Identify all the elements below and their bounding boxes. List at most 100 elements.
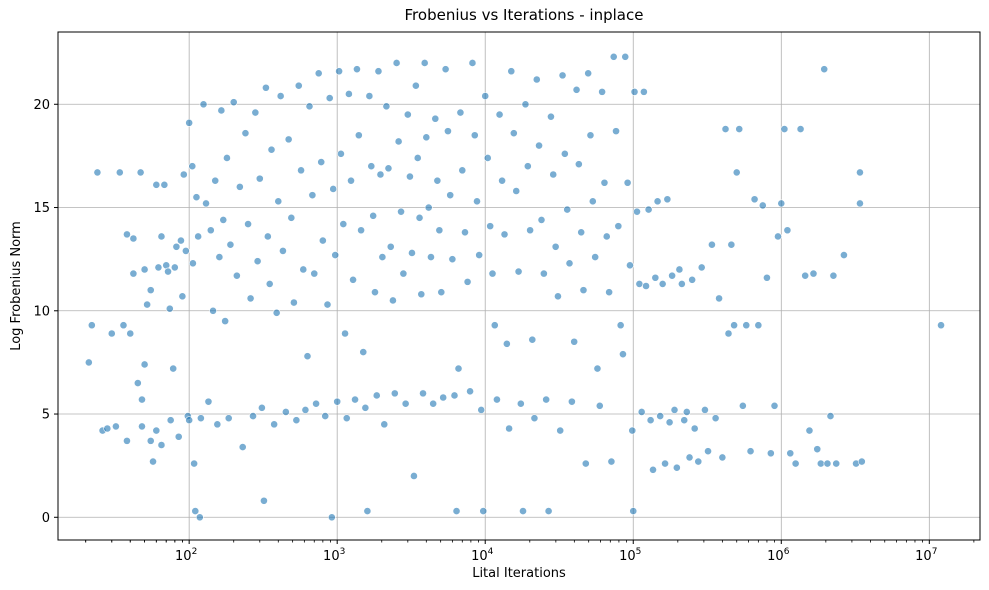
data-point — [164, 267, 172, 276]
data-point — [341, 329, 349, 338]
data-point — [526, 226, 535, 235]
data-point — [697, 263, 706, 272]
data-point — [621, 52, 630, 61]
data-point — [427, 253, 435, 261]
data-point — [483, 154, 492, 162]
data-point — [554, 292, 562, 301]
data-point — [668, 271, 677, 280]
data-point — [490, 321, 499, 330]
data-point — [429, 399, 438, 408]
data-point — [542, 395, 551, 404]
data-point — [805, 426, 814, 435]
data-point — [735, 125, 744, 133]
data-point — [431, 114, 440, 123]
data-point — [249, 412, 257, 420]
data-point — [682, 408, 691, 416]
data-point — [394, 137, 403, 146]
x-tick-label: 107 — [915, 547, 937, 564]
data-point — [329, 185, 338, 193]
data-point — [411, 81, 420, 90]
x-tick-label: 106 — [767, 547, 790, 564]
data-point — [605, 288, 614, 297]
data-point — [115, 168, 124, 177]
data-point — [206, 226, 215, 235]
data-point — [600, 178, 609, 187]
data-point — [521, 100, 530, 109]
data-point — [433, 176, 442, 185]
data-point — [292, 416, 301, 425]
x-tick-label: 104 — [471, 547, 494, 564]
data-point — [730, 321, 738, 330]
data-point — [715, 294, 723, 303]
data-point — [519, 507, 527, 515]
data-point — [221, 317, 230, 326]
data-point — [211, 176, 220, 185]
data-point — [194, 232, 203, 241]
data-point — [217, 106, 226, 115]
data-point — [623, 178, 632, 187]
data-point — [172, 242, 181, 251]
data-point — [263, 232, 272, 241]
data-point — [498, 176, 506, 185]
data-point — [786, 449, 795, 458]
data-point — [251, 108, 260, 117]
data-point — [486, 222, 495, 231]
data-point — [572, 85, 581, 94]
data-point — [267, 145, 276, 154]
data-point — [294, 81, 303, 90]
data-point — [452, 507, 461, 515]
data-point — [303, 352, 312, 361]
data-point — [351, 395, 359, 404]
data-point — [595, 401, 604, 410]
data-point — [439, 393, 448, 402]
x-tick-label: 102 — [175, 547, 197, 564]
data-point — [410, 472, 418, 480]
data-point — [475, 251, 484, 259]
data-point — [609, 52, 618, 61]
data-point — [727, 240, 736, 249]
data-point — [321, 412, 330, 420]
data-point — [694, 457, 703, 466]
data-point — [318, 236, 327, 245]
data-point — [386, 242, 395, 251]
data-point — [333, 397, 342, 406]
data-point — [856, 168, 864, 177]
data-point — [262, 83, 270, 92]
data-point — [493, 395, 501, 404]
data-point — [458, 166, 467, 175]
data-point — [337, 149, 345, 158]
data-point — [359, 348, 368, 356]
data-point — [616, 321, 625, 330]
data-point — [732, 168, 741, 177]
data-point — [653, 197, 662, 206]
data-point — [260, 496, 268, 505]
data-point — [470, 131, 479, 140]
data-point — [630, 87, 639, 96]
data-point — [642, 282, 650, 290]
data-point — [454, 364, 463, 373]
data-point — [310, 269, 319, 278]
data-point — [424, 203, 433, 212]
data-point — [444, 127, 452, 136]
data-point — [301, 406, 310, 414]
data-point — [353, 65, 361, 74]
data-point — [112, 422, 120, 431]
data-point — [143, 300, 152, 309]
data-point — [126, 329, 135, 338]
data-point — [780, 125, 789, 133]
data-point — [547, 112, 555, 121]
data-point — [192, 193, 201, 202]
data-point — [574, 160, 583, 169]
data-point — [473, 197, 481, 206]
data-point — [157, 232, 166, 241]
data-point — [241, 129, 250, 138]
data-point — [937, 321, 945, 330]
data-point — [619, 350, 627, 359]
data-point — [276, 92, 285, 100]
data-point — [380, 420, 389, 429]
data-point — [593, 364, 602, 373]
data-point — [591, 253, 600, 261]
data-point — [479, 507, 488, 515]
y-tick-label: 20 — [33, 98, 50, 113]
